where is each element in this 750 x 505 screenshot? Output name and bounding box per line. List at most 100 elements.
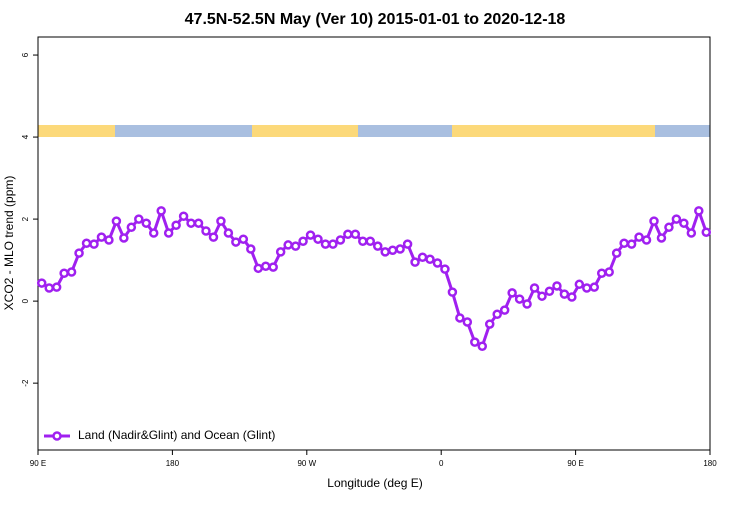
point [432, 258, 443, 268]
point [231, 237, 241, 247]
point [417, 252, 428, 262]
point [455, 313, 465, 323]
point [59, 268, 69, 278]
point [447, 287, 458, 297]
y-tick-label: 2 [21, 216, 30, 221]
point [66, 267, 77, 277]
point [343, 229, 353, 240]
point [380, 247, 390, 257]
point [163, 228, 174, 238]
point [589, 282, 600, 292]
point [313, 234, 323, 244]
point [290, 241, 301, 251]
point [253, 263, 264, 274]
point [552, 281, 562, 291]
point [574, 279, 585, 290]
land-band [38, 125, 115, 137]
x-tick-label: 180 [166, 459, 180, 468]
point [201, 226, 211, 236]
point [268, 262, 278, 272]
surface-strip [38, 125, 710, 137]
point [260, 261, 271, 272]
y-tick-label: -2 [21, 379, 30, 387]
series-line [40, 206, 708, 349]
point [507, 288, 517, 298]
y-tick-label: 4 [21, 134, 30, 139]
point [611, 248, 622, 258]
point [604, 267, 614, 277]
point [387, 245, 398, 256]
ocean-band [358, 125, 452, 137]
point [365, 236, 376, 246]
point [484, 319, 495, 329]
y-axis-label: XCO2 - MLO trend (ppm) [2, 176, 16, 311]
point [686, 228, 697, 238]
point [470, 337, 480, 347]
legend-label: Land (Nadir&Glint) and Ocean (Glint) [78, 428, 275, 442]
point [694, 206, 704, 216]
point [208, 232, 219, 242]
point [477, 341, 488, 351]
ocean-band [655, 125, 710, 137]
point [171, 220, 181, 230]
point [492, 309, 502, 319]
point [559, 289, 570, 299]
point [679, 218, 689, 228]
point [223, 228, 234, 238]
point [89, 239, 99, 249]
point [111, 216, 122, 226]
point [156, 206, 166, 216]
x-tick-label: 90 W [297, 459, 316, 468]
point [402, 239, 413, 249]
point [626, 239, 637, 249]
point [462, 317, 473, 327]
point [81, 238, 92, 249]
ocean-band [115, 125, 252, 137]
point [148, 228, 159, 238]
point [596, 268, 607, 278]
y-tick-label: 0 [21, 298, 30, 303]
point [305, 230, 316, 240]
point [74, 248, 84, 258]
point [51, 282, 62, 292]
point [514, 294, 525, 304]
point [96, 232, 107, 242]
point [328, 239, 338, 249]
x-axis-label: Longitude (deg E) [327, 476, 422, 490]
point [522, 299, 532, 309]
point [186, 218, 196, 228]
chart-title: 47.5N-52.5N May (Ver 10) 2015-01-01 to 2… [185, 11, 566, 28]
point [619, 238, 629, 249]
point [656, 233, 667, 243]
point [119, 233, 129, 243]
point [372, 241, 383, 251]
x-tick-label: 180 [703, 459, 717, 468]
point [537, 291, 547, 301]
point [499, 305, 510, 315]
land-band [252, 125, 358, 137]
point [350, 229, 361, 240]
point [320, 239, 331, 249]
point [634, 232, 644, 242]
point [36, 278, 47, 288]
point [141, 218, 152, 228]
x-tick-label: 90 E [30, 459, 46, 468]
point [664, 222, 674, 233]
point [104, 235, 114, 245]
point [358, 236, 368, 246]
point [44, 283, 54, 293]
point [246, 244, 256, 254]
point [395, 244, 405, 254]
point [410, 257, 420, 267]
land-band [452, 125, 655, 137]
point [216, 216, 226, 226]
point [582, 283, 592, 293]
point [567, 292, 577, 302]
point [649, 216, 659, 226]
point [671, 214, 682, 224]
point [238, 234, 249, 244]
y-tick-label: 6 [21, 52, 30, 57]
point [275, 247, 286, 257]
point [178, 211, 189, 221]
